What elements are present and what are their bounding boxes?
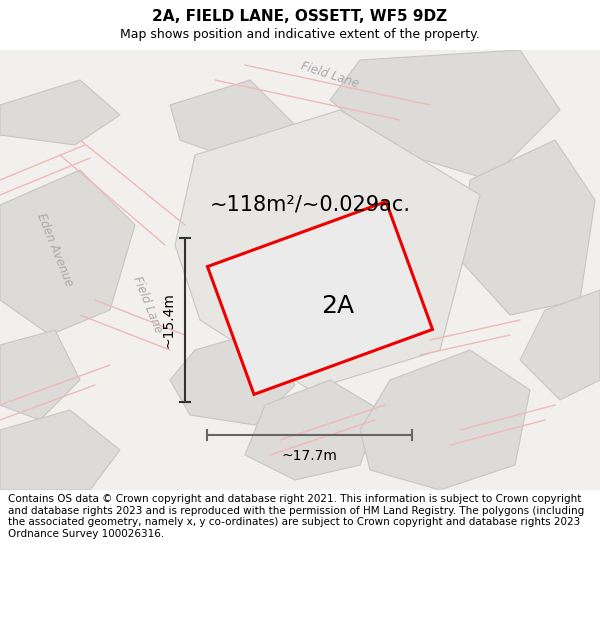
Polygon shape bbox=[245, 380, 380, 480]
Text: ~118m²/~0.029ac.: ~118m²/~0.029ac. bbox=[210, 195, 411, 215]
Text: Field Lane: Field Lane bbox=[299, 59, 361, 91]
Polygon shape bbox=[360, 350, 530, 490]
Polygon shape bbox=[0, 80, 120, 145]
Polygon shape bbox=[0, 170, 135, 335]
Polygon shape bbox=[208, 202, 433, 394]
Polygon shape bbox=[0, 330, 80, 420]
Polygon shape bbox=[330, 50, 560, 180]
Text: Field Lane: Field Lane bbox=[131, 274, 166, 336]
Text: Contains OS data © Crown copyright and database right 2021. This information is : Contains OS data © Crown copyright and d… bbox=[8, 494, 584, 539]
Text: Eden Avenue: Eden Avenue bbox=[34, 211, 76, 289]
Polygon shape bbox=[170, 330, 295, 425]
Polygon shape bbox=[0, 410, 120, 490]
Text: 2A: 2A bbox=[322, 294, 355, 318]
Polygon shape bbox=[170, 80, 295, 160]
Text: Map shows position and indicative extent of the property.: Map shows position and indicative extent… bbox=[120, 28, 480, 41]
Text: ~15.4m: ~15.4m bbox=[161, 292, 175, 348]
Polygon shape bbox=[460, 140, 595, 315]
Polygon shape bbox=[175, 110, 480, 390]
Polygon shape bbox=[520, 290, 600, 400]
Text: ~17.7m: ~17.7m bbox=[281, 449, 337, 463]
Text: 2A, FIELD LANE, OSSETT, WF5 9DZ: 2A, FIELD LANE, OSSETT, WF5 9DZ bbox=[152, 9, 448, 24]
